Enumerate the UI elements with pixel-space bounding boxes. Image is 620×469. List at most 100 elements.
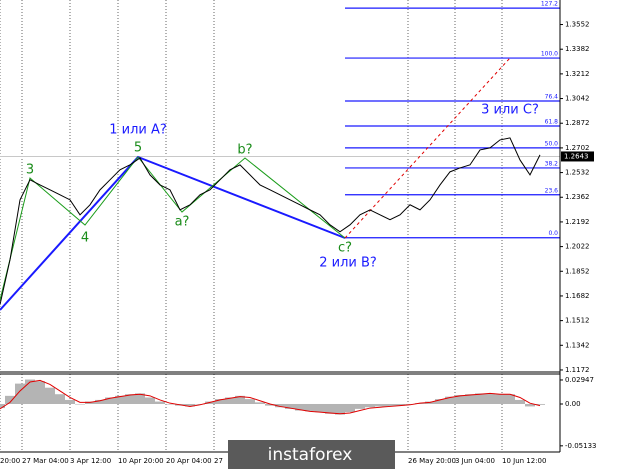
oscillator-bar	[485, 393, 495, 404]
y-tick-label: 1.3212	[565, 70, 590, 78]
y-tick-label: 1.1512	[565, 317, 590, 325]
fib-label: 50.0	[545, 140, 559, 147]
oscillator-bar	[5, 395, 15, 404]
oscillator-bar	[375, 403, 385, 407]
target-line	[344, 57, 511, 239]
grid	[0, 0, 563, 452]
oscillator-bar	[365, 403, 375, 408]
x-tick-label: 20 Apr 04:00	[166, 457, 212, 465]
fib-label: 100.0	[541, 51, 558, 58]
oscillator-bar	[505, 394, 515, 404]
y-tick-label: 1.2532	[565, 169, 590, 177]
wave-label: 3	[26, 163, 34, 178]
fib-label: 127.2	[541, 1, 558, 8]
y-tick-label: 1.3382	[565, 45, 590, 53]
oscillator-bar	[335, 403, 345, 415]
watermark-box	[228, 440, 395, 469]
wave-label: 1 или A?	[109, 123, 167, 138]
wave-label: 5	[134, 141, 142, 156]
subwave-line	[0, 156, 346, 301]
fib-label: 0.0	[548, 230, 558, 237]
fib-label: 76.4	[545, 94, 559, 101]
x-tick-label: 20:00	[0, 457, 20, 465]
y-tick-label: 1.1172	[565, 366, 590, 374]
oscillator-bar	[235, 395, 245, 404]
oscillator-bar	[245, 399, 255, 404]
oscillator-bar	[35, 381, 45, 404]
price-line	[0, 137, 541, 305]
oscillator-bar	[105, 397, 115, 404]
wave-label: a?	[175, 215, 190, 230]
x-tick-label: 10 Apr 20:00	[118, 457, 164, 465]
y-tick-label: 0.00	[565, 400, 581, 408]
oscillator-bar	[25, 379, 35, 404]
oscillator-bar	[295, 403, 305, 411]
signal-line	[0, 379, 541, 415]
y-tick-label: 1.1682	[565, 292, 590, 300]
oscillator-bar	[155, 401, 165, 404]
x-tick-label: 26 May 20:00	[408, 457, 456, 465]
oscillator-bar	[45, 387, 55, 404]
oscillator-bar	[255, 402, 265, 404]
oscillator-bar	[265, 403, 275, 406]
oscillator-bar	[65, 399, 75, 404]
last-price-label: 1.2643	[564, 152, 589, 160]
oscillator-bar	[435, 399, 445, 404]
x-tick-label: 27	[214, 457, 223, 465]
oscillator-bar	[465, 394, 475, 404]
oscillator-bar	[115, 395, 125, 404]
y-tick-label: 1.2192	[565, 218, 590, 226]
oscillator-bar	[355, 403, 365, 409]
y-tick-label: 1.2872	[565, 119, 590, 127]
y-tick-label: 1.2702	[565, 144, 590, 152]
y-tick-label: 1.2362	[565, 193, 590, 201]
wave-lines	[0, 57, 511, 311]
oscillator-bar	[305, 403, 315, 412]
wave-label: 2 или B?	[319, 256, 377, 271]
y-tick-label: 1.1852	[565, 267, 590, 275]
oscillator-bar	[195, 403, 205, 405]
oscillator-bar	[15, 383, 25, 404]
fib-label: 23.6	[545, 187, 559, 194]
x-tick-label: 3 Jun 04:00	[455, 457, 495, 465]
oscillator-bar	[75, 403, 85, 405]
y-tick-label: 1.3552	[565, 21, 590, 29]
oscillator-bar	[455, 395, 465, 404]
oscillator-bar	[125, 394, 135, 404]
y-tick-label: -0.05133	[565, 442, 596, 450]
oscillator-bar	[185, 403, 195, 407]
oscillator-bar	[535, 403, 545, 405]
last-price-box	[561, 151, 594, 162]
oscillator-bar	[475, 393, 485, 404]
oscillator-bar	[445, 396, 455, 404]
y-tick-label: 0.02947	[565, 376, 594, 384]
fib-label: 61.8	[545, 118, 559, 125]
oscillator-bar	[0, 403, 5, 409]
wave-label: c?	[338, 241, 352, 256]
oscillator-bar	[525, 403, 535, 407]
x-tick-label: 3 Apr 12:00	[70, 457, 111, 465]
y-tick-label: 1.3042	[565, 95, 590, 103]
oscillator-bar	[395, 403, 405, 406]
fib-label: 38.2	[545, 160, 559, 167]
oscillator-bar	[515, 399, 525, 404]
x-tick-label: 10 Jun 12:00	[502, 457, 546, 465]
watermark: instaforex	[268, 445, 353, 465]
oscillator-bar	[225, 397, 235, 404]
oscillator-bar	[325, 403, 335, 414]
oscillator-bar	[405, 403, 415, 405]
oscillator-bar	[55, 394, 65, 404]
oscillator-bar	[95, 399, 105, 404]
oscillator-bar	[165, 403, 175, 405]
oscillator-bar	[345, 403, 355, 413]
wave-label: 3 или C?	[481, 103, 539, 118]
oscillator-bar	[285, 403, 295, 409]
oscillator-bar	[215, 399, 225, 404]
oscillator-bar	[275, 403, 285, 408]
wave-label: b?	[237, 143, 252, 158]
oscillator-bar	[315, 403, 325, 413]
wave-label: 4	[81, 231, 89, 246]
y-tick-label: 1.2022	[565, 243, 590, 251]
